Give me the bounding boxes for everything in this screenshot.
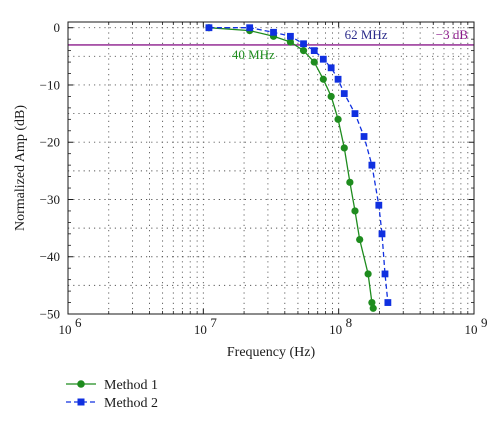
data-point-method-1 bbox=[369, 304, 377, 312]
plot-frame bbox=[67, 21, 475, 315]
x-tick-label: 10 bbox=[465, 322, 478, 337]
legend: Method 1 Method 2 bbox=[66, 378, 158, 411]
x-tick-label: 10 bbox=[329, 322, 342, 337]
data-point-method-2 bbox=[327, 64, 335, 72]
data-point-method-1 bbox=[319, 75, 327, 83]
data-point-method-2 bbox=[334, 75, 342, 83]
x-tick-label-exponent: 7 bbox=[210, 315, 217, 330]
data-point-method-2 bbox=[246, 24, 254, 32]
data-point-method-2 bbox=[340, 90, 348, 97]
data-point-method-2 bbox=[381, 270, 389, 278]
data-point-method-2 bbox=[378, 230, 386, 238]
series-layer bbox=[205, 24, 392, 312]
data-point-method-1 bbox=[364, 270, 372, 278]
data-point-method-2 bbox=[375, 201, 383, 209]
reference-line-label: −3 dB bbox=[436, 27, 469, 42]
legend-marker-2 bbox=[77, 398, 85, 406]
data-point-method-2 bbox=[360, 133, 368, 140]
data-point-method-2 bbox=[351, 110, 359, 118]
data-point-method-2 bbox=[310, 47, 318, 55]
data-point-method-1 bbox=[310, 58, 318, 66]
y-tick-label: −20 bbox=[40, 135, 60, 150]
y-tick-label: −30 bbox=[40, 192, 60, 207]
data-point-method-1 bbox=[340, 144, 348, 152]
data-point-method-2 bbox=[270, 28, 277, 36]
data-point-method-1 bbox=[356, 235, 364, 244]
x-tick-label-exponent: 9 bbox=[481, 315, 488, 330]
annotation-40mhz: 40 MHz bbox=[232, 47, 275, 62]
data-point-method-2 bbox=[319, 55, 327, 63]
data-point-method-1 bbox=[286, 38, 295, 46]
data-point-method-2 bbox=[384, 299, 392, 306]
data-point-method-1 bbox=[351, 207, 359, 215]
x-axis-title: Frequency (Hz) bbox=[227, 345, 316, 360]
data-point-method-1 bbox=[299, 47, 308, 55]
data-point-method-2 bbox=[300, 40, 307, 48]
data-point-method-1 bbox=[334, 115, 342, 123]
data-point-method-2 bbox=[287, 32, 294, 40]
y-tick-label: −50 bbox=[40, 307, 60, 322]
data-point-method-2 bbox=[205, 24, 213, 32]
x-tick-label: 10 bbox=[59, 322, 72, 337]
legend-label-2: Method 2 bbox=[104, 396, 158, 411]
annotation-62mhz: 62 MHz bbox=[345, 27, 388, 42]
legend-marker-1 bbox=[77, 380, 85, 388]
y-tick-label: −40 bbox=[40, 249, 60, 264]
y-tick-label: 0 bbox=[54, 20, 61, 35]
data-point-method-1 bbox=[346, 178, 354, 186]
x-tick-label: 10 bbox=[194, 322, 207, 337]
grid-layer bbox=[68, 22, 474, 314]
series-line-1 bbox=[208, 27, 374, 309]
data-point-method-1 bbox=[327, 92, 335, 101]
series-line-2 bbox=[208, 27, 389, 303]
y-tick-label: −10 bbox=[40, 77, 60, 92]
tick-layer bbox=[67, 22, 475, 315]
legend-label-1: Method 1 bbox=[104, 378, 158, 393]
data-point-method-1 bbox=[368, 298, 376, 307]
data-point-method-2 bbox=[368, 161, 376, 169]
x-tick-label-exponent: 6 bbox=[75, 315, 82, 330]
y-axis-title: Normalized Amp (dB) bbox=[13, 105, 28, 231]
x-tick-label-exponent: 8 bbox=[346, 315, 353, 330]
